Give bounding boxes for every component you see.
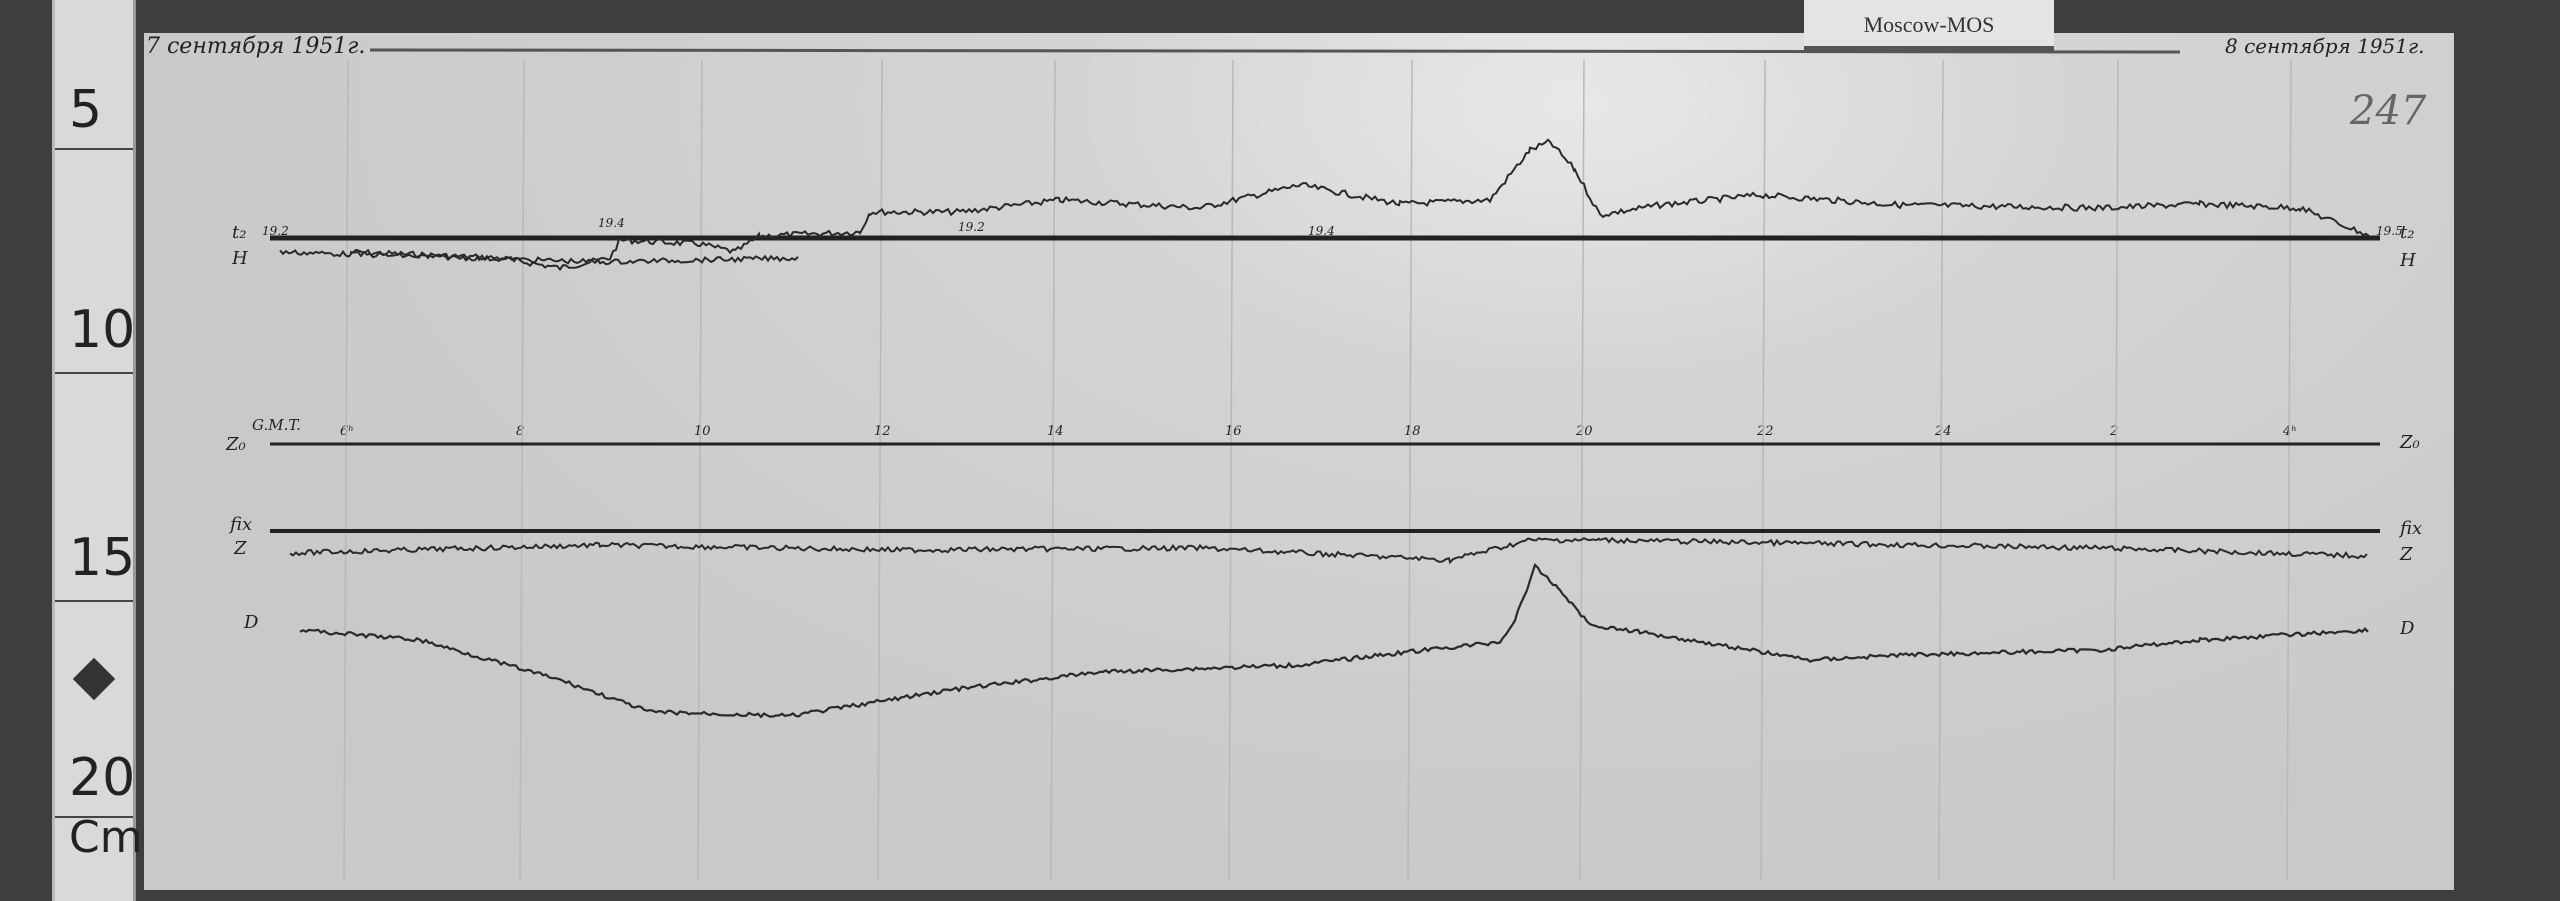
label-d-left: D bbox=[244, 612, 259, 633]
label-t2-left: t₂ bbox=[232, 222, 247, 243]
temperature-mark: 19.2 bbox=[958, 220, 985, 234]
hour-grid-line bbox=[1760, 59, 1766, 881]
z-trace bbox=[289, 536, 2368, 565]
h-trace bbox=[279, 249, 799, 266]
ruler-tick bbox=[55, 600, 133, 602]
hour-grid-line bbox=[1579, 59, 1585, 881]
ruler-tick bbox=[55, 148, 133, 150]
ruler-mark: 20 bbox=[69, 748, 136, 808]
label-z0-right: Z₀ bbox=[2400, 432, 2420, 453]
temperature-mark: 19.4 bbox=[1308, 224, 1335, 238]
hour-grid-line bbox=[519, 59, 525, 881]
hour-mark: 8 bbox=[516, 424, 525, 439]
label-z0-left: Z₀ bbox=[226, 434, 246, 455]
ruler-mark: 15 bbox=[69, 528, 136, 588]
ruler-mark: 10 bbox=[69, 300, 136, 360]
hour-grid-line bbox=[1938, 59, 1944, 881]
hour-mark: 6ʰ bbox=[340, 424, 354, 439]
label-gmt: G.M.T. bbox=[252, 416, 301, 434]
hour-grid-line bbox=[2113, 59, 2119, 881]
ruler-unit: Cm bbox=[69, 812, 143, 863]
header-line bbox=[369, 48, 2181, 54]
t2-trace bbox=[349, 138, 2370, 272]
label-t2-right: t₂ bbox=[2400, 222, 2415, 243]
label-h-left: H bbox=[232, 248, 248, 269]
sheet-number: 247 bbox=[2350, 88, 2427, 134]
station-label-card: Moscow-MOS bbox=[1804, 0, 2054, 52]
ruler-tick bbox=[55, 816, 133, 818]
hour-mark: 18 bbox=[1404, 424, 1421, 439]
hour-mark: 12 bbox=[874, 424, 891, 439]
hour-grid-line bbox=[2286, 59, 2292, 881]
hour-grid-line bbox=[877, 59, 883, 881]
hour-mark: 2 bbox=[2110, 424, 2119, 439]
temperature-mark: 19.4 bbox=[598, 216, 625, 230]
label-fix-left: fix bbox=[230, 514, 253, 535]
end-date: 8 сентября 1951г. bbox=[2225, 34, 2425, 58]
hour-mark: 24 bbox=[1935, 424, 1952, 439]
hour-mark: 16 bbox=[1225, 424, 1242, 439]
hour-mark: 4ʰ bbox=[2283, 424, 2297, 439]
label-d-right: D bbox=[2400, 618, 2415, 639]
label-z-right: Z bbox=[2400, 544, 2413, 565]
hour-grid-line bbox=[1050, 59, 1056, 881]
hour-grid-line bbox=[1228, 59, 1234, 881]
hour-mark: 22 bbox=[1757, 424, 1774, 439]
hour-mark: 14 bbox=[1047, 424, 1064, 439]
label-h-right: H bbox=[2400, 250, 2416, 271]
centimeter-ruler: 5 10 15 20 Cm bbox=[52, 0, 143, 901]
start-date: 7 сентября 1951г. bbox=[146, 34, 366, 59]
d-trace bbox=[299, 563, 2369, 719]
hour-mark: 10 bbox=[694, 424, 711, 439]
magnetogram-sheet bbox=[144, 33, 2454, 890]
hour-grid-line bbox=[697, 59, 703, 881]
temperature-mark: 19.5 bbox=[2376, 224, 2403, 238]
hour-mark: 20 bbox=[1576, 424, 1593, 439]
hour-grid-line bbox=[1407, 59, 1413, 881]
ruler-tick bbox=[55, 372, 133, 374]
label-z-left: Z bbox=[234, 538, 247, 559]
temperature-mark: 19.2 bbox=[262, 224, 289, 238]
hour-grid-line bbox=[343, 59, 349, 881]
label-fix-right: fix bbox=[2400, 518, 2423, 539]
ruler-mark: 5 bbox=[69, 80, 103, 140]
